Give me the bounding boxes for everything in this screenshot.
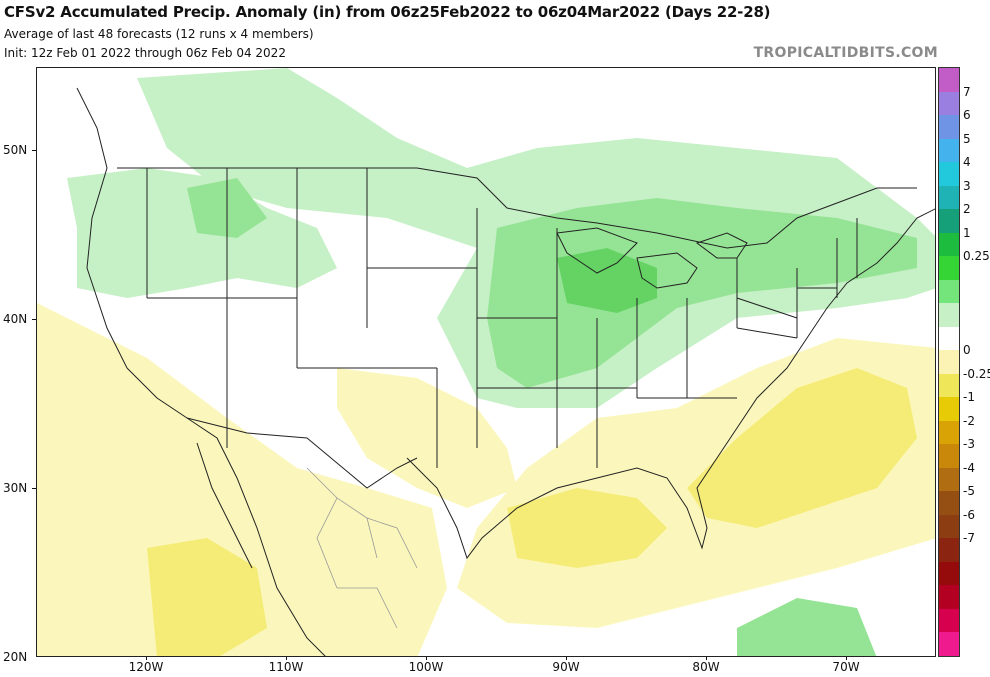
- colorbar-label: 4: [963, 155, 971, 170]
- colorbar-segment: [939, 279, 959, 304]
- precip-anomaly-map: [36, 67, 936, 657]
- lat-tick: [32, 319, 36, 320]
- canada-border: [117, 167, 917, 249]
- colorbar-label: -1: [963, 390, 975, 405]
- wet-region-caribbean: [737, 598, 877, 656]
- colorbar-segment: [939, 467, 959, 492]
- state-lines-west: [146, 168, 477, 468]
- wet-region-core: [557, 248, 657, 313]
- map-canvas: [37, 68, 935, 656]
- lon-label-120w: 120W: [128, 660, 164, 674]
- dry-anomaly-shading: [37, 303, 935, 656]
- colorbar: [938, 67, 960, 657]
- lon-tick: [146, 657, 147, 660]
- colorbar-segment: [939, 209, 959, 234]
- colorbar-segment: [939, 138, 959, 163]
- colorbar-label: -6: [963, 507, 975, 522]
- gulf-coastline: [406, 307, 828, 560]
- mexico-border: [186, 417, 418, 489]
- colorbar-segment: [939, 491, 959, 516]
- colorbar-label: 0.25: [963, 249, 990, 264]
- colorbar-label: 7: [963, 84, 971, 99]
- colorbar-label: -2: [963, 413, 975, 428]
- lat-tick: [32, 488, 36, 489]
- colorbar-segment: [939, 91, 959, 116]
- dry-region-gulf-core: [507, 488, 667, 568]
- colorbar-segment: [939, 632, 959, 657]
- boundary-lines: [76, 87, 935, 656]
- colorbar-label: -0.25: [963, 366, 990, 381]
- colorbar-label: -7: [963, 531, 975, 546]
- colorbar-segment: [939, 538, 959, 563]
- lat-label-40n: 40N: [3, 312, 28, 326]
- colorbar-label: 2: [963, 202, 971, 217]
- great-lakes: [556, 227, 748, 289]
- colorbar-segment: [939, 115, 959, 140]
- colorbar-segment: [939, 185, 959, 210]
- mexico-state-lines: [306, 467, 418, 629]
- colorbar-label: -4: [963, 460, 975, 475]
- wet-region-midwest: [487, 198, 917, 388]
- colorbar-label: 5: [963, 131, 971, 146]
- colorbar-segment: [939, 397, 959, 422]
- lat-label-30n: 30N: [3, 481, 28, 495]
- lon-label-90w: 90W: [552, 660, 580, 674]
- lon-label-110w: 110W: [268, 660, 304, 674]
- colorbar-segment: [939, 326, 959, 351]
- colorbar-label: 6: [963, 108, 971, 123]
- dry-region-southern-plains: [337, 368, 517, 508]
- colorbar-label: -5: [963, 484, 975, 499]
- colorbar-label: -3: [963, 437, 975, 452]
- colorbar-segment: [939, 68, 959, 93]
- lon-label-80w: 80W: [692, 660, 720, 674]
- state-lines-central: [476, 208, 798, 468]
- colorbar-label: 0: [963, 343, 971, 358]
- colorbar-segment: [939, 162, 959, 187]
- colorbar-segment: [939, 420, 959, 445]
- colorbar-segment: [939, 585, 959, 610]
- forecast-subtitle: Average of last 48 forecasts (12 runs x …: [4, 27, 314, 41]
- colorbar-segment: [939, 350, 959, 375]
- colorbar-segment: [939, 514, 959, 539]
- dry-region-west: [37, 303, 447, 656]
- colorbar-segment: [939, 444, 959, 469]
- pacific-coastline: [76, 87, 326, 656]
- state-lines-east: [736, 218, 858, 339]
- dry-region-southeast-core: [687, 368, 917, 528]
- lat-label-20n: 20N: [3, 650, 28, 664]
- colorbar-segment: [939, 256, 959, 281]
- lon-tick: [566, 657, 567, 660]
- dry-region-mexico: [147, 538, 267, 656]
- lon-tick: [846, 657, 847, 660]
- atlantic-coastline: [826, 208, 935, 309]
- colorbar-label: 1: [963, 225, 971, 240]
- lon-label-100w: 100W: [408, 660, 444, 674]
- lon-tick: [426, 657, 427, 660]
- wet-anomaly-shading: [67, 68, 935, 656]
- lat-label-50n: 50N: [3, 143, 28, 157]
- colorbar-label: 3: [963, 178, 971, 193]
- lon-label-70w: 70W: [832, 660, 860, 674]
- init-subtitle: Init: 12z Feb 01 2022 through 06z Feb 04…: [4, 46, 286, 60]
- chart-title: CFSv2 Accumulated Precip. Anomaly (in) f…: [4, 3, 771, 21]
- colorbar-segment: [939, 608, 959, 633]
- source-credit: TROPICALTIDBITS.COM: [753, 45, 938, 61]
- colorbar-segment: [939, 373, 959, 398]
- colorbar-segment: [939, 561, 959, 586]
- baja-coastline: [196, 442, 253, 569]
- lon-tick: [286, 657, 287, 660]
- lon-tick: [706, 657, 707, 660]
- colorbar-segment: [939, 303, 959, 328]
- lat-tick: [32, 150, 36, 151]
- colorbar-segment: [939, 232, 959, 257]
